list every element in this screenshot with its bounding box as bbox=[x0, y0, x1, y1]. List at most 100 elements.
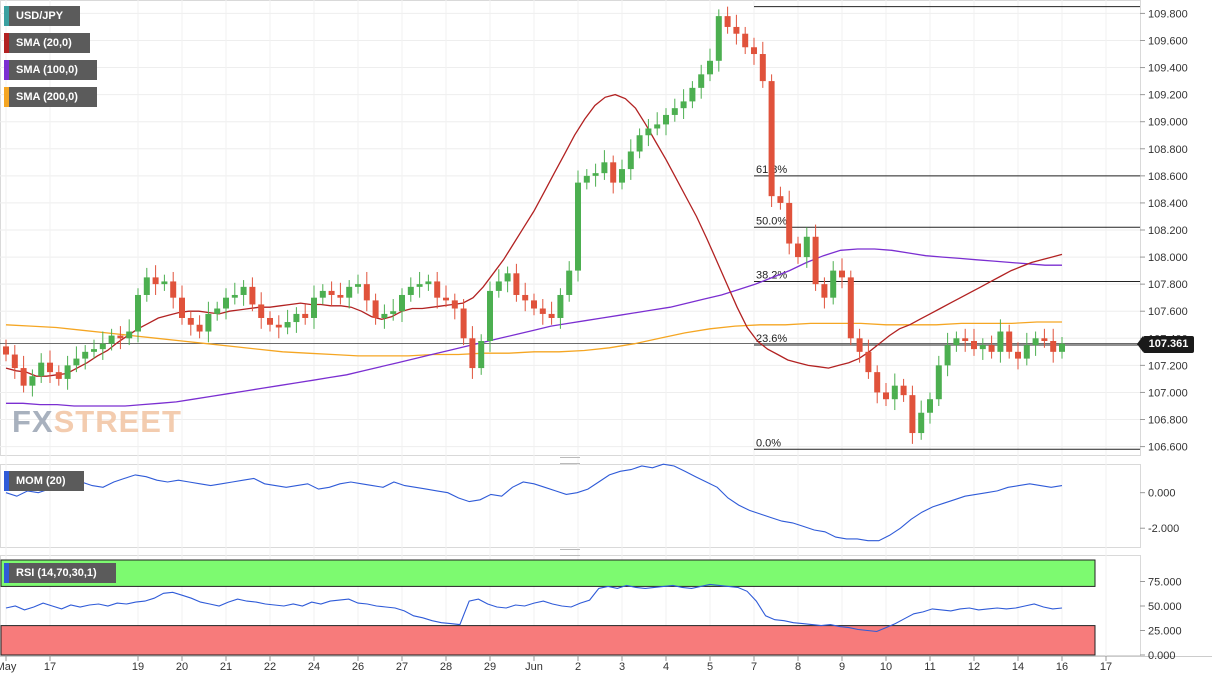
price-tick-label: 109.200 bbox=[1148, 90, 1188, 102]
candle-body bbox=[610, 162, 617, 183]
candle-body bbox=[900, 385, 907, 396]
candle-body bbox=[839, 270, 845, 278]
candle-body bbox=[355, 284, 361, 287]
time-tick-label: 7 bbox=[751, 661, 757, 673]
candle-body bbox=[918, 412, 925, 434]
candle-body bbox=[1059, 343, 1065, 352]
price-tick-label: 108.400 bbox=[1148, 198, 1188, 210]
time-tick-label: 19 bbox=[132, 661, 144, 673]
candle-body bbox=[671, 108, 678, 115]
candle-body bbox=[504, 273, 511, 282]
price-tick-label: 107.000 bbox=[1148, 387, 1188, 399]
candle-body bbox=[214, 308, 221, 314]
candle-body bbox=[988, 345, 995, 352]
candle-body bbox=[645, 128, 652, 136]
price-axis: 109.800 109.600 109.400 109.200 109.000 108.8… bbox=[0, 8, 1188, 454]
fibonacci-levels: 61.8%50.0%38.2%23.6%0.0% bbox=[754, 6, 1140, 450]
candle-body bbox=[724, 16, 731, 27]
candle-body bbox=[1006, 331, 1013, 352]
legend-label-rsi: RSI (14,70,30,1) bbox=[16, 567, 97, 579]
pane-resize-handle-1[interactable] bbox=[560, 457, 580, 464]
candle-body bbox=[117, 335, 124, 339]
candle-body bbox=[64, 365, 71, 379]
candle-body bbox=[539, 308, 546, 314]
candle-body bbox=[786, 202, 793, 244]
price-pane-frame bbox=[0, 0, 1141, 456]
candle-body bbox=[240, 286, 247, 295]
candle-body bbox=[425, 281, 432, 285]
candle-body bbox=[258, 304, 265, 318]
candle-body bbox=[443, 297, 449, 301]
time-tick-label: 10 bbox=[880, 661, 892, 673]
candle-body bbox=[205, 313, 212, 332]
candle-body bbox=[821, 284, 828, 298]
candle-body bbox=[654, 124, 661, 129]
legend-sma20[interactable]: SMA (20,0) bbox=[4, 33, 90, 53]
time-tick-label: 27 bbox=[396, 661, 408, 673]
candle-body bbox=[126, 331, 133, 339]
legend-sma200[interactable]: SMA (200,0) bbox=[4, 87, 97, 107]
time-tick-label: 26 bbox=[352, 661, 364, 673]
time-tick-label: 29 bbox=[484, 661, 496, 673]
candle-body bbox=[812, 236, 819, 285]
legend-momentum[interactable]: MOM (20) bbox=[4, 471, 84, 491]
candle-body bbox=[275, 324, 282, 328]
candle-body bbox=[733, 26, 740, 34]
price-tick-label: 108.000 bbox=[1148, 252, 1188, 264]
rsi-oversold-zone bbox=[0, 625, 1096, 656]
legend-sma100[interactable]: SMA (100,0) bbox=[4, 60, 97, 80]
candle-body bbox=[891, 385, 898, 400]
fib-level-label: 38.2% bbox=[756, 269, 787, 281]
candle-body bbox=[55, 372, 62, 379]
legend-swatch-sma200 bbox=[4, 87, 9, 107]
candle-body bbox=[434, 281, 441, 298]
candle-body bbox=[372, 300, 379, 318]
legend-usdjpy[interactable]: USD/JPY bbox=[4, 6, 80, 26]
candles bbox=[3, 6, 1065, 444]
rsi-tick-label: 0.000 bbox=[1148, 650, 1176, 662]
price-tick-label: 107.600 bbox=[1148, 306, 1188, 318]
candle-body bbox=[689, 87, 696, 102]
rsi-line bbox=[5, 583, 1063, 633]
candle-body bbox=[346, 286, 353, 298]
sma100-line bbox=[6, 248, 1062, 407]
candle-body bbox=[1023, 345, 1030, 359]
price-tick-label: 106.800 bbox=[1148, 415, 1188, 427]
candle-body bbox=[856, 338, 863, 352]
candle-body bbox=[883, 392, 889, 400]
legend-label-sma100: SMA (100,0) bbox=[16, 64, 78, 76]
candle-body bbox=[152, 277, 159, 285]
candle-body bbox=[363, 284, 370, 301]
pane-resize-handle-2[interactable] bbox=[560, 549, 580, 556]
candle-body bbox=[91, 349, 97, 352]
candle-body bbox=[451, 300, 458, 309]
legend-rsi[interactable]: RSI (14,70,30,1) bbox=[4, 563, 116, 583]
candle-body bbox=[381, 313, 388, 318]
candle-body bbox=[20, 368, 27, 386]
candle-body bbox=[267, 317, 273, 325]
candle-body bbox=[108, 335, 115, 344]
candle-body bbox=[742, 33, 749, 48]
candle-body bbox=[460, 308, 467, 339]
rsi-overbought-zone bbox=[0, 559, 1096, 587]
candle-body bbox=[161, 281, 168, 285]
time-tick-label: 2 bbox=[575, 661, 581, 673]
candle-body bbox=[636, 135, 643, 152]
time-tick-label: 9 bbox=[839, 661, 845, 673]
candle-body bbox=[759, 54, 766, 82]
candle-body bbox=[909, 395, 916, 434]
candle-body bbox=[11, 354, 18, 369]
time-tick-label: 16 bbox=[1056, 661, 1068, 673]
candle-body bbox=[99, 343, 106, 350]
candle-body bbox=[777, 196, 784, 203]
candle-body bbox=[522, 294, 529, 301]
candle-body bbox=[698, 74, 705, 88]
candle-body bbox=[715, 16, 722, 61]
time-tick-label: 17 bbox=[44, 661, 56, 673]
candle-body bbox=[416, 284, 423, 287]
candle-body bbox=[328, 290, 335, 295]
candle-body bbox=[962, 338, 969, 341]
candle-body bbox=[187, 317, 194, 325]
time-tick-label: May bbox=[0, 661, 17, 673]
